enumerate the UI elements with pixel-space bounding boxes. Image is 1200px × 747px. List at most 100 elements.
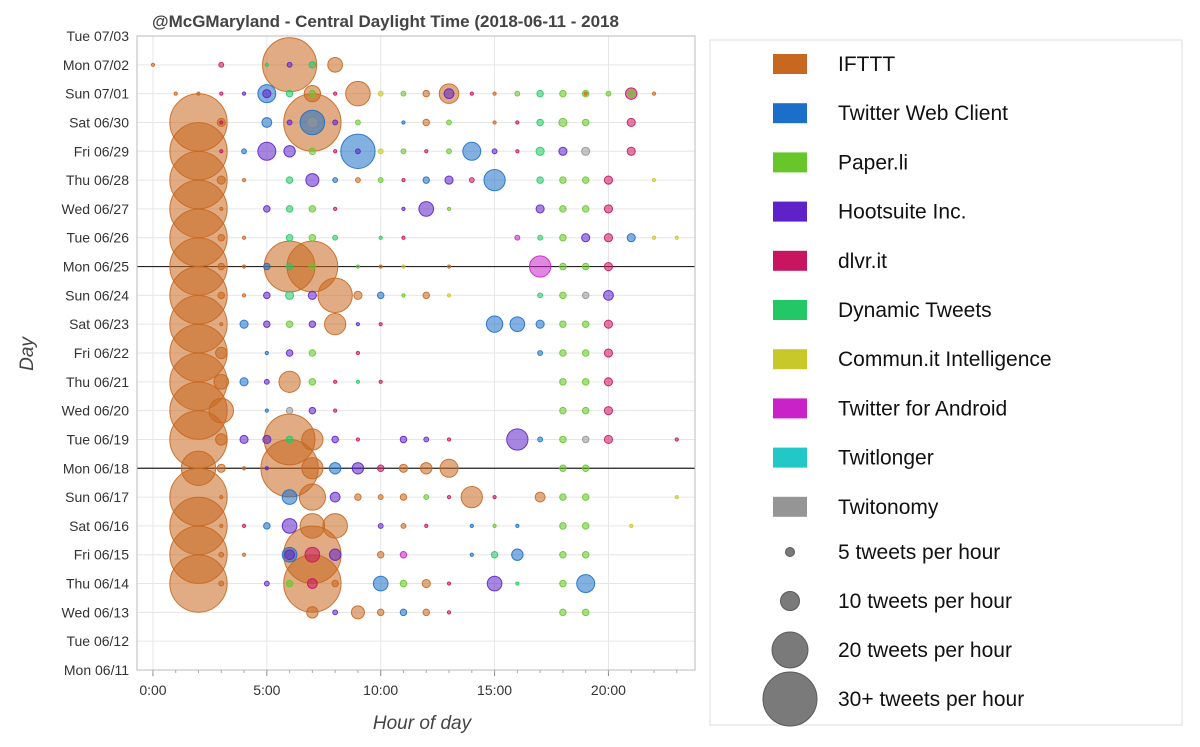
point-commun-it-intelligence: [651, 235, 657, 240]
point-dlvr-it: [626, 117, 636, 128]
point-ifttt: [421, 578, 431, 589]
legend-swatch-dynamic-tweets: [773, 300, 807, 320]
point-paper-li: [559, 522, 567, 530]
point-paper-li: [559, 406, 567, 415]
point-paper-li: [355, 119, 361, 126]
point-paper-li: [559, 493, 567, 501]
point-hootsuite-inc: [558, 146, 568, 156]
point-dlvr-it: [219, 91, 224, 96]
point-dlvr-it: [333, 408, 338, 413]
point-twitter-for-android: [399, 550, 408, 559]
point-hootsuite-inc: [355, 148, 361, 155]
point-hootsuite-inc: [603, 289, 614, 301]
point-hootsuite-inc: [263, 580, 270, 587]
point-dlvr-it: [492, 494, 497, 500]
point-ifttt: [241, 466, 247, 471]
point-paper-li: [581, 262, 590, 271]
point-dlvr-it: [626, 146, 636, 156]
point-twitter-web-client: [626, 233, 636, 243]
point-hootsuite-inc: [263, 205, 271, 213]
point-dlvr-it: [306, 578, 318, 589]
point-ifttt: [345, 80, 371, 107]
point-dlvr-it: [401, 235, 406, 240]
point-twitter-web-client: [376, 291, 385, 300]
point-paper-li: [559, 349, 567, 357]
point-dlvr-it: [674, 437, 679, 442]
legend-swatch-commun-it-intelligence: [773, 349, 807, 370]
point-ifttt: [219, 523, 224, 529]
legend-swatch-twitlonger: [773, 447, 807, 468]
point-hootsuite-inc: [283, 145, 296, 158]
y-tick-label: Tue 07/03: [66, 28, 129, 44]
point-ifttt: [399, 493, 408, 501]
point-paper-li: [559, 176, 567, 184]
point-paper-li: [559, 464, 567, 473]
legend-swatch-twitonomy: [773, 496, 807, 517]
point-hootsuite-inc: [581, 233, 591, 243]
point-hootsuite-inc: [486, 575, 503, 592]
point-twitter-web-client: [332, 177, 339, 184]
legend-size-label: 20 tweets per hour: [838, 639, 1012, 662]
point-paper-li: [581, 493, 590, 501]
legend-sizes: 5 tweets per hour 10 tweets per hour 20 tw…: [762, 541, 1024, 727]
point-dynamic-tweets: [515, 581, 520, 586]
point-paper-li: [308, 205, 317, 213]
y-tick-label: Mon 07/02: [63, 57, 129, 73]
point-paper-li: [605, 90, 612, 97]
point-dynamic-tweets: [285, 176, 294, 184]
point-commun-it-intelligence: [629, 523, 634, 529]
chart-title: @McGMaryland - Central Daylight Time (20…: [152, 12, 619, 31]
y-tick-label: Wed 06/27: [62, 201, 130, 217]
point-ifttt: [354, 493, 362, 501]
point-ifttt: [422, 89, 430, 98]
point-ifttt: [298, 483, 326, 511]
point-paper-li: [581, 378, 590, 386]
point-dlvr-it: [219, 120, 224, 125]
point-dlvr-it: [468, 177, 475, 184]
point-ifttt: [439, 458, 459, 478]
point-twitter-web-client: [239, 319, 249, 329]
point-twitter-web-client: [263, 262, 271, 271]
point-ifttt: [324, 313, 347, 336]
point-ifttt: [219, 206, 224, 212]
point-hootsuite-inc: [241, 91, 247, 96]
legend-label: IFTTT: [838, 53, 895, 76]
x-tick-label: 10:00: [363, 682, 398, 698]
point-dynamic-tweets: [264, 62, 269, 67]
point-twitter-web-client: [241, 148, 247, 155]
legend-swatch-twitter-web-client: [773, 103, 807, 124]
point-paper-li: [401, 293, 406, 298]
point-paper-li: [559, 233, 567, 242]
point-dlvr-it: [446, 581, 452, 586]
point-hootsuite-inc: [535, 204, 545, 214]
point-hootsuite-inc: [506, 428, 529, 451]
point-dlvr-it: [304, 546, 321, 563]
point-hootsuite-inc: [239, 434, 249, 445]
y-tick-label: Thu 06/21: [66, 374, 129, 390]
point-dlvr-it: [378, 379, 383, 384]
point-dynamic-tweets: [536, 89, 544, 98]
point-dynamic-tweets: [536, 176, 544, 184]
point-ifttt: [217, 291, 226, 300]
point-dynamic-tweets: [537, 234, 544, 241]
point-ifttt: [492, 120, 497, 125]
point-twitter-web-client: [469, 523, 474, 529]
point-paper-li: [308, 89, 317, 98]
point-twitter-web-client: [399, 608, 408, 617]
point-hootsuite-inc: [399, 435, 408, 444]
point-ifttt: [215, 346, 228, 360]
point-hootsuite-inc: [329, 491, 341, 503]
point-ifttt: [215, 433, 228, 446]
legend-swatch-ifttt: [773, 54, 807, 74]
point-ifttt: [400, 522, 407, 529]
point-hootsuite-inc: [281, 518, 298, 534]
x-axis-label: Hour of day: [373, 713, 473, 734]
point-hootsuite-inc: [444, 175, 454, 185]
legend-size-label: 10 tweets per hour: [838, 590, 1012, 613]
point-paper-li: [581, 118, 590, 127]
point-ifttt: [241, 177, 247, 183]
point-paper-li: [285, 579, 294, 588]
point-hootsuite-inc: [423, 436, 430, 443]
point-dlvr-it: [446, 494, 452, 500]
point-paper-li: [446, 206, 452, 212]
